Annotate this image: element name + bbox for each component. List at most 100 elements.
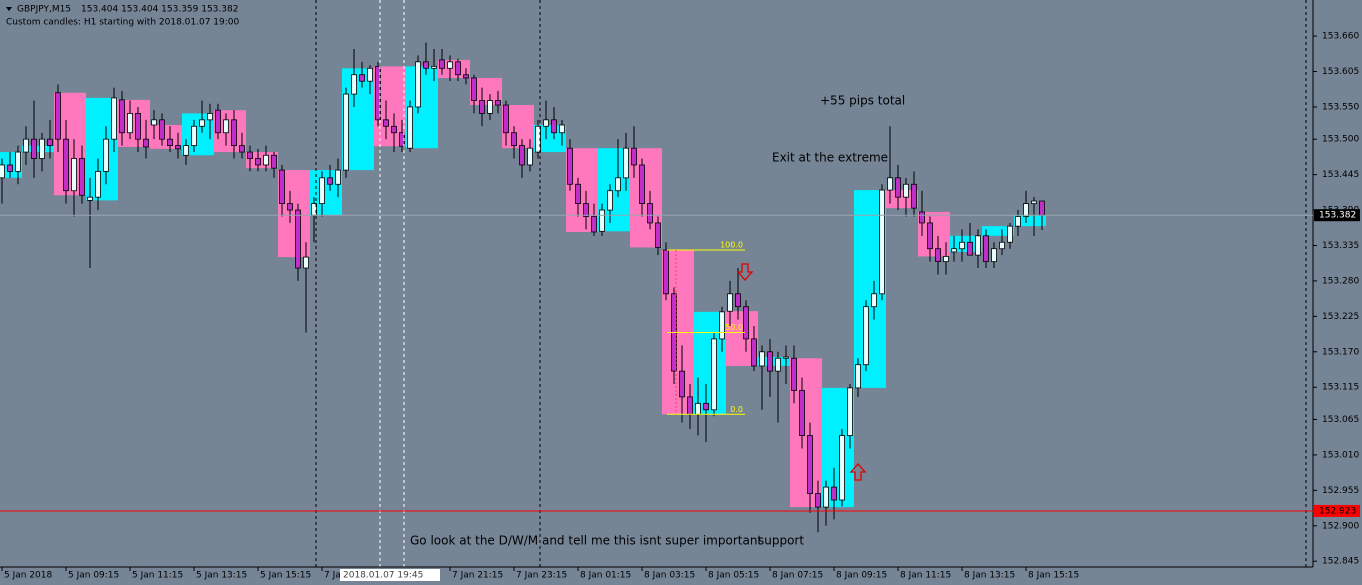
- candle-body: [767, 351, 773, 372]
- candle-body: [991, 248, 997, 262]
- candle-body: [823, 486, 829, 508]
- candle-body: [503, 104, 509, 134]
- x-tick-label: 8 Jan 11:15: [900, 571, 951, 581]
- x-tick-label: 8 Jan 07:15: [772, 571, 823, 581]
- y-tick-label: 153.280: [1322, 276, 1359, 286]
- subtitle: Custom candles: H1 starting with 2018.01…: [6, 18, 239, 28]
- candle-body: [231, 119, 237, 147]
- candle-body: [551, 119, 557, 134]
- custom-candle: [1014, 215, 1046, 227]
- candle-body: [1039, 200, 1045, 216]
- candle-body: [255, 158, 261, 166]
- candle-body: [655, 222, 661, 248]
- candle-body: [639, 164, 645, 205]
- candle-body: [623, 147, 629, 179]
- fibo-label: 0.0: [730, 405, 743, 414]
- candle-body: [959, 241, 965, 250]
- y-tick-label: 153.335: [1322, 241, 1359, 251]
- x-tick-label: 5 Jan 2018: [4, 571, 52, 581]
- candle-body: [7, 164, 13, 172]
- candle-body: [967, 241, 973, 256]
- x-tick-label: 8 Jan 03:15: [644, 571, 695, 581]
- y-tick-label: 153.170: [1322, 347, 1359, 357]
- candle-body: [759, 351, 765, 367]
- candle-body: [783, 356, 789, 359]
- candle-body: [103, 138, 109, 172]
- candle-body: [1007, 225, 1013, 243]
- candle-body: [831, 486, 837, 501]
- candle-body: [983, 235, 989, 262]
- candle-body: [487, 100, 493, 114]
- candle-body: [687, 396, 693, 415]
- x-tick-label: 5 Jan 11:15: [132, 571, 183, 581]
- candle-body: [239, 145, 245, 153]
- candle-body: [871, 293, 877, 308]
- candle-body: [39, 138, 45, 159]
- candle-body: [607, 190, 613, 211]
- candle-body: [423, 61, 429, 69]
- candle-body: [367, 67, 373, 82]
- y-tick-label: 152.955: [1322, 486, 1359, 496]
- custom-candle: [246, 152, 278, 169]
- y-tick-label: 152.900: [1322, 521, 1359, 531]
- candle-body: [927, 222, 933, 250]
- annotation: Go look at the D/W/M and tell me this is…: [410, 534, 762, 548]
- candle-body: [223, 119, 229, 134]
- candle-body: [895, 177, 901, 198]
- candle-body: [207, 113, 213, 121]
- price-label: 152.923: [1319, 506, 1356, 516]
- y-tick-label: 153.445: [1322, 170, 1359, 180]
- custom-candle: [758, 356, 790, 366]
- annotation: support: [758, 534, 804, 548]
- candle-body: [175, 145, 181, 150]
- candle-body: [319, 177, 325, 205]
- candle-body: [447, 61, 453, 69]
- candle-body: [23, 138, 29, 153]
- candle-body: [79, 158, 85, 196]
- candle-body: [511, 132, 517, 147]
- fibo-label: 50.0: [725, 323, 743, 332]
- candle-body: [1031, 200, 1037, 205]
- x-tick-label: 8 Jan 05:15: [708, 571, 759, 581]
- candle-body: [935, 248, 941, 262]
- candle-body: [295, 209, 301, 269]
- candle-body: [519, 145, 525, 166]
- crosshair-label-bg: [340, 569, 440, 581]
- candle-body: [615, 177, 621, 192]
- candle-body: [847, 387, 853, 436]
- candle-body: [735, 293, 741, 308]
- candle-body: [495, 100, 501, 106]
- menu-triangle[interactable]: [6, 7, 12, 11]
- candle-body: [703, 402, 709, 411]
- y-tick-label: 153.500: [1322, 135, 1359, 145]
- candle-body: [143, 138, 149, 148]
- fibo-label: 100.0: [720, 240, 743, 249]
- candle-body: [279, 169, 285, 205]
- candle-body: [343, 93, 349, 171]
- candle-body: [247, 151, 253, 159]
- y-tick-label: 152.845: [1322, 557, 1359, 567]
- candle-body: [631, 147, 637, 166]
- y-tick-label: 153.115: [1322, 383, 1359, 393]
- candle-body: [791, 357, 797, 391]
- candle-body: [191, 125, 197, 147]
- x-tick-label: 8 Jan 09:15: [836, 571, 887, 581]
- custom-candle: [22, 145, 54, 153]
- candle-body: [727, 293, 733, 312]
- custom-candle: [150, 124, 182, 149]
- candle-body: [999, 241, 1005, 250]
- x-tick-label: 8 Jan 01:15: [580, 571, 631, 581]
- annotation: +55 pips total: [820, 94, 905, 108]
- candle-body: [567, 147, 573, 185]
- candle-body: [479, 100, 485, 114]
- candle-body: [127, 113, 133, 134]
- candle-body: [159, 119, 165, 140]
- x-tick-label: 7 Jan 23:15: [516, 571, 567, 581]
- custom-candle: [438, 59, 470, 78]
- candle-body: [463, 74, 469, 79]
- candle-body: [119, 99, 125, 134]
- candle-body: [855, 364, 861, 389]
- candle-body: [887, 177, 893, 191]
- candle-body: [0, 164, 5, 179]
- candle-body: [471, 77, 477, 101]
